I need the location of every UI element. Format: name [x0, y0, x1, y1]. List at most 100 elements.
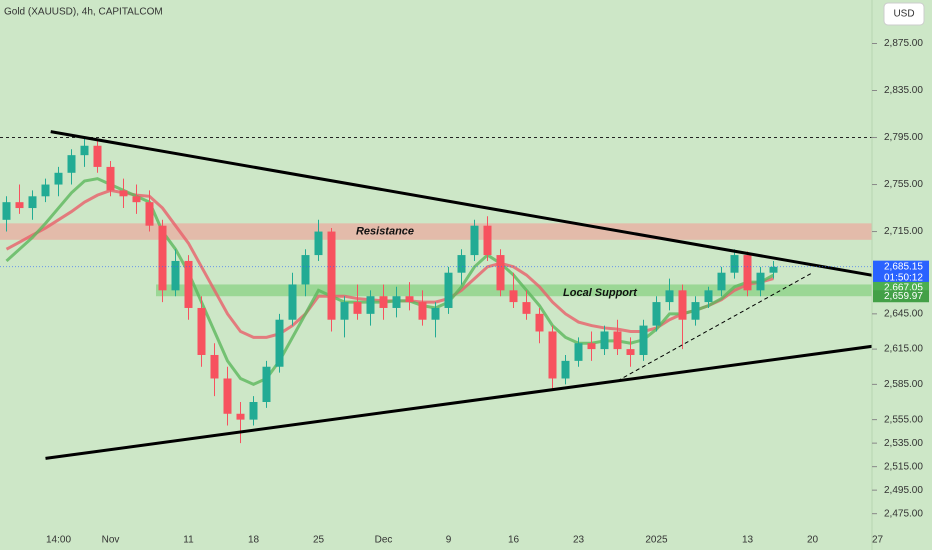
y-tick-label: 2,475.00 — [884, 508, 923, 519]
countdown: 01:50:12 — [884, 272, 923, 283]
candle-body — [379, 296, 388, 308]
candle-body — [197, 307, 206, 355]
candle-body — [54, 172, 63, 185]
candle-body — [340, 302, 349, 320]
candle-body — [93, 145, 102, 167]
candle-body — [600, 331, 609, 350]
candle-body — [743, 255, 752, 291]
candle-body — [288, 284, 297, 320]
candle-body — [431, 307, 440, 320]
candle-body — [691, 302, 700, 320]
currency-button[interactable] — [883, 2, 925, 26]
candle-body — [769, 266, 778, 273]
x-tick-label: 2025 — [645, 535, 668, 546]
trendline — [45, 344, 872, 460]
candle-body — [106, 166, 115, 191]
candle-body — [366, 296, 375, 314]
candle-body — [548, 331, 557, 379]
y-tick-label: 2,755.00 — [884, 179, 923, 190]
x-tick-label: 18 — [248, 535, 260, 546]
trendline — [50, 130, 872, 277]
candle-body — [249, 402, 258, 420]
candle-body — [119, 190, 128, 197]
candle-body — [587, 343, 596, 350]
x-tick-label: 11 — [183, 535, 194, 546]
y-tick-label: 2,555.00 — [884, 414, 923, 425]
candle-body — [535, 313, 544, 332]
price-label: 2,659.97 — [884, 291, 923, 302]
candle-body — [470, 225, 479, 256]
candle-body — [275, 319, 284, 367]
candle-body — [353, 302, 362, 314]
candle-body — [210, 354, 219, 379]
y-tick-label: 2,645.00 — [884, 308, 923, 319]
candle-body — [236, 413, 245, 420]
x-tick-label: 23 — [573, 535, 585, 546]
y-tick-label: 2,835.00 — [884, 85, 923, 96]
candle-body — [639, 325, 648, 355]
x-tick-label: 9 — [446, 535, 452, 546]
y-tick-label: 2,535.00 — [884, 438, 923, 449]
x-tick-label: 13 — [742, 535, 754, 546]
price-label-box — [873, 290, 929, 303]
y-tick-label: 2,515.00 — [884, 461, 923, 472]
candle-body — [158, 225, 167, 291]
candle-body — [561, 360, 570, 379]
candle-body — [418, 302, 427, 320]
candle-body — [184, 260, 193, 308]
candle-body — [28, 196, 37, 209]
currency[interactable]: USD — [893, 9, 914, 20]
x-tick-label: 25 — [313, 535, 325, 546]
y-tick-label: 2,615.00 — [884, 344, 923, 355]
x-tick-label: 14:00 — [46, 535, 71, 546]
candle-body — [41, 184, 50, 197]
candle-body — [626, 349, 635, 355]
y-tick-label: 2,585.00 — [884, 379, 923, 390]
zone-label: Local Support — [563, 287, 638, 299]
candle-body — [509, 290, 518, 303]
price-label: 2,685.15 — [884, 261, 923, 272]
zone-label: Resistance — [356, 225, 414, 237]
candle-body — [262, 366, 271, 402]
x-tick-label: Dec — [375, 535, 393, 546]
trendline — [617, 272, 813, 382]
candle-body — [314, 231, 323, 256]
candle-body — [392, 296, 401, 308]
candle-body — [301, 255, 310, 285]
candle-body — [67, 155, 76, 173]
x-tick-label: Nov — [102, 535, 120, 546]
candle-body — [522, 302, 531, 314]
candle-body — [223, 378, 232, 414]
candle-body — [613, 331, 622, 350]
candle-body — [132, 196, 141, 203]
price-label-box — [873, 260, 929, 285]
candle-body — [756, 272, 765, 291]
price-label: 2,667.05 — [884, 283, 923, 294]
y-tick-label: 2,715.00 — [884, 226, 923, 237]
y-tick-label: 2,495.00 — [884, 485, 923, 496]
candle-body — [15, 202, 24, 209]
candle-body — [80, 145, 89, 156]
y-tick-label: 2,795.00 — [884, 132, 923, 143]
candle-body — [678, 290, 687, 320]
candle-body — [704, 290, 713, 303]
candle-body — [574, 343, 583, 361]
candle-body — [405, 296, 414, 303]
candle-body — [496, 255, 505, 291]
candle-body — [665, 290, 674, 303]
zone — [0, 223, 872, 240]
candle-body — [717, 272, 726, 291]
candle-body — [483, 225, 492, 256]
candle-body — [171, 260, 180, 291]
plot-area: Resistance Local Support — [0, 130, 872, 460]
candle-body — [327, 231, 336, 320]
candle-body — [2, 202, 11, 220]
candle-body — [652, 302, 661, 326]
candle-body — [457, 255, 466, 273]
chart-title: Gold (XAUUSD), 4h, CAPITALCOM — [4, 7, 163, 18]
x-tick-label: 20 — [807, 535, 819, 546]
x-tick-label: 27 — [872, 535, 884, 546]
candle-body — [730, 255, 739, 273]
